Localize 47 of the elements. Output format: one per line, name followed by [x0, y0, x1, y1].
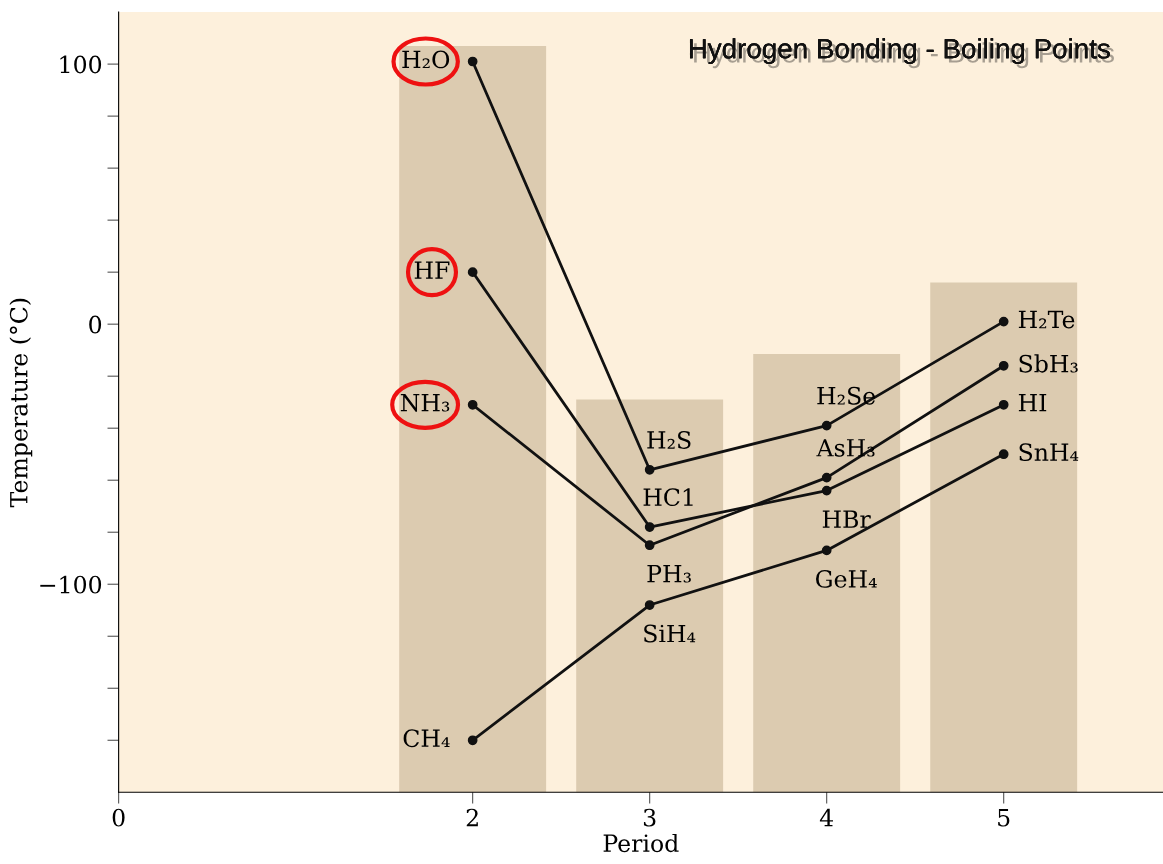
point	[644, 464, 655, 475]
point	[467, 267, 478, 278]
annotation: SbH₃	[1019, 354, 1078, 373]
annotation: CH₄	[403, 729, 450, 748]
point	[467, 56, 478, 67]
annotation: H₂S	[647, 431, 691, 449]
point	[467, 735, 478, 746]
point	[821, 545, 832, 556]
annotation: NH₃	[400, 394, 450, 412]
x-tick-label: 2	[466, 808, 478, 827]
y-tick-label: 100	[60, 55, 102, 74]
point	[998, 360, 1009, 371]
annotation: HF	[414, 261, 450, 279]
bar	[399, 45, 547, 793]
point	[998, 316, 1009, 327]
point	[821, 420, 832, 431]
point	[467, 399, 478, 410]
text: Hydrogen Bonding - Boiling Points	[689, 38, 1114, 69]
point	[998, 399, 1009, 410]
bar	[576, 399, 724, 793]
annotation: AsH₃	[816, 439, 875, 457]
point	[644, 522, 655, 532]
annotation: H₂O	[402, 50, 450, 69]
point	[644, 540, 655, 551]
annotation: GeH₄	[816, 569, 877, 588]
x-tick-label: 4	[819, 808, 833, 827]
annotation: HC1	[643, 488, 693, 507]
annotation: SiH₄	[644, 624, 696, 643]
x-tick-label: 0	[112, 808, 125, 827]
annotation: H₂Te	[1018, 310, 1075, 329]
y-axis-title: Temperature (°C)	[9, 298, 33, 508]
x-tick-label: 5	[998, 808, 1010, 827]
bar	[753, 354, 901, 793]
y-tick-label: 0	[89, 315, 102, 334]
x-tick-label: 3	[643, 808, 656, 827]
point	[644, 600, 655, 610]
x-axis-title: Period	[603, 833, 679, 853]
point	[998, 449, 1009, 460]
annotation: PH₃	[647, 565, 691, 583]
annotation: HI	[1018, 394, 1047, 412]
y-tick-label: −100	[40, 575, 102, 594]
annotation: HBr	[822, 510, 871, 528]
annotation: SnH₄	[1019, 443, 1079, 462]
annotation: H₂Se	[817, 386, 876, 405]
bar	[930, 282, 1078, 793]
point	[821, 472, 832, 483]
point	[821, 485, 832, 496]
